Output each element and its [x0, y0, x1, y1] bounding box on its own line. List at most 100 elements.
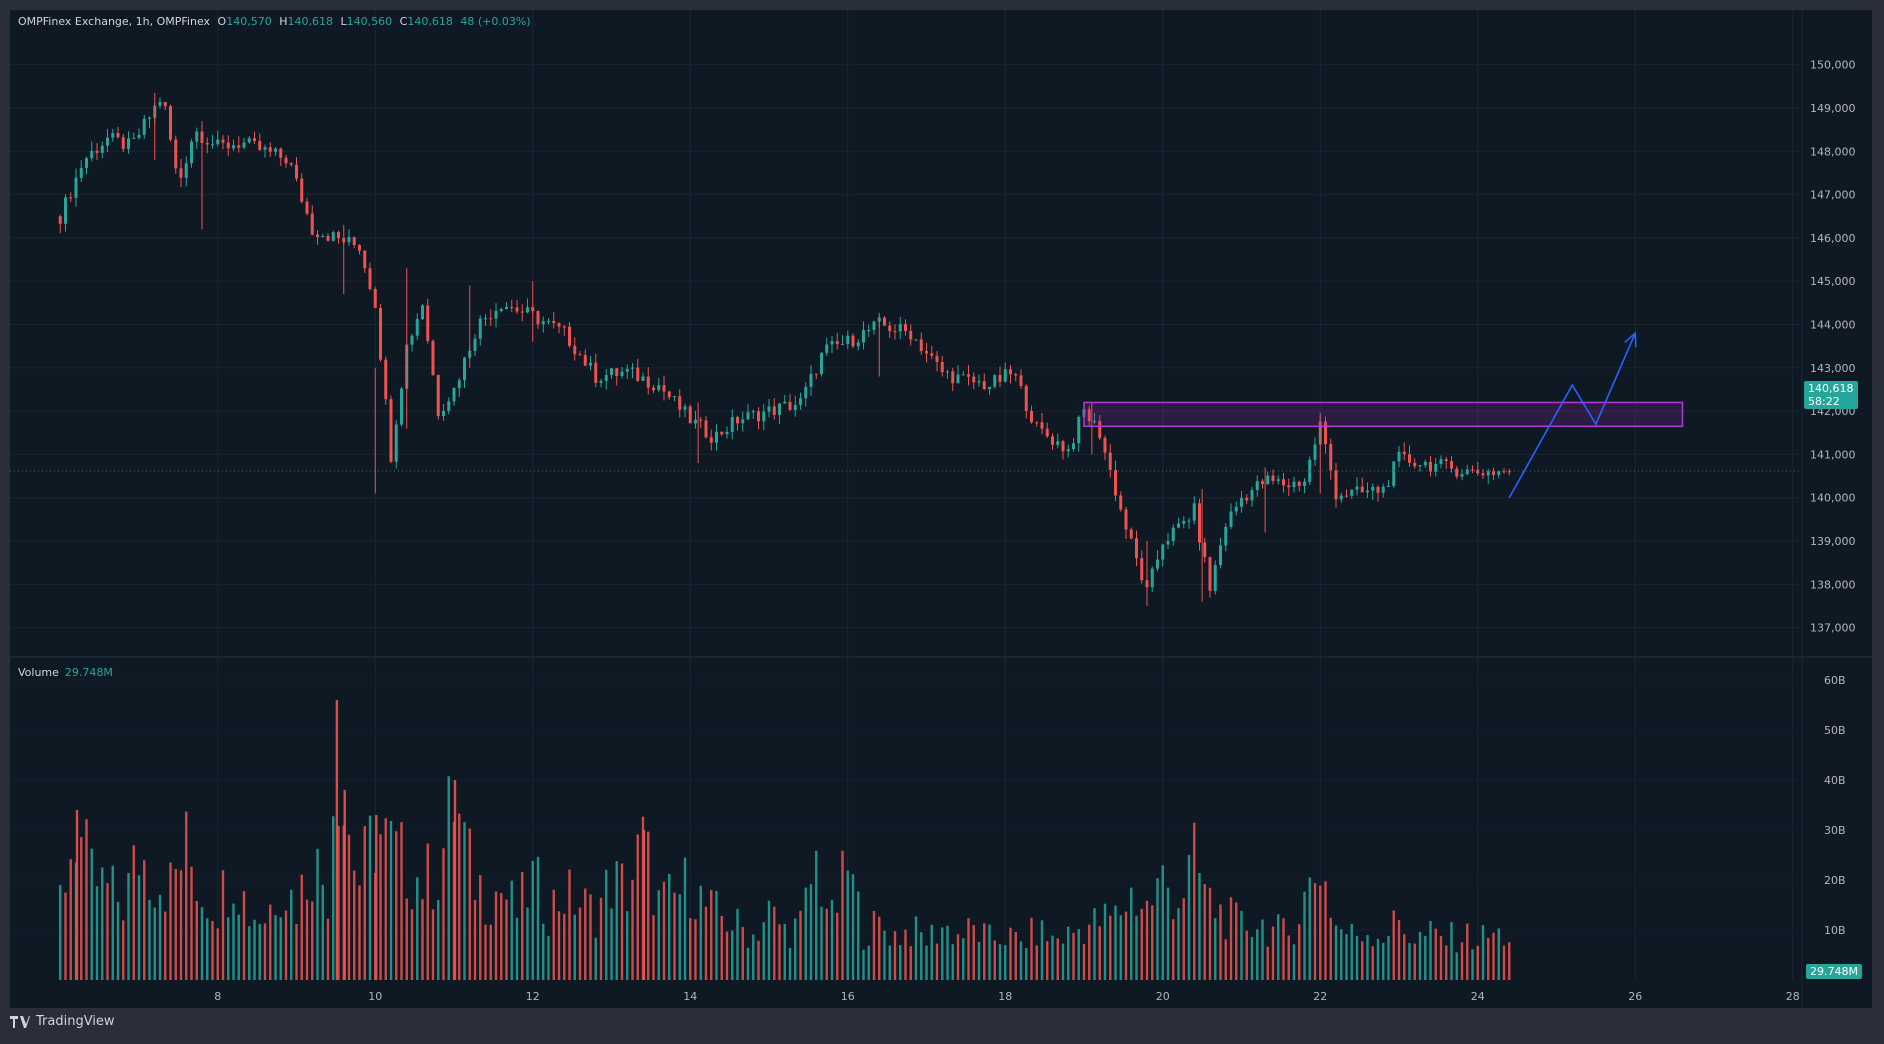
candle-body	[820, 352, 823, 375]
volume-bar	[1345, 934, 1348, 980]
candle-body	[1119, 495, 1123, 510]
volume-bar	[568, 869, 571, 980]
volume-bar	[279, 917, 282, 980]
candle-body	[1507, 471, 1511, 473]
volume-bar	[689, 918, 692, 980]
candle-body	[615, 368, 619, 376]
candle-body	[972, 376, 976, 383]
volume-bar	[405, 898, 408, 980]
volume-bar	[1298, 924, 1301, 980]
candle-body	[1497, 471, 1501, 476]
candle-body	[715, 431, 718, 443]
candle-body	[253, 138, 256, 142]
volume-bar	[1319, 885, 1322, 980]
candle-body	[205, 142, 209, 145]
candle-body	[919, 339, 923, 352]
volume-bar	[1077, 929, 1080, 980]
volume-bar	[1166, 887, 1170, 980]
candle-body	[1140, 558, 1144, 581]
candle-body	[1208, 557, 1212, 591]
candle-body	[1187, 520, 1191, 522]
candle-body	[127, 138, 130, 149]
volume-bar	[914, 916, 918, 980]
volume-bar	[69, 859, 72, 980]
volume-spike	[335, 700, 339, 980]
candle-body	[841, 344, 844, 346]
candle-body	[142, 118, 146, 135]
candle-body	[909, 330, 913, 340]
candle-body	[247, 138, 251, 143]
volume-bar	[1061, 943, 1065, 980]
volume-bar	[799, 910, 802, 980]
candle-body	[389, 399, 393, 462]
price-tick-label: 145,000	[1810, 275, 1856, 288]
candle-body	[856, 342, 860, 347]
volume-bar	[1429, 921, 1432, 980]
volume-bar	[1224, 939, 1227, 980]
candle-body	[778, 403, 781, 416]
candle-body	[1439, 459, 1443, 464]
brand-label[interactable]: TradingView	[36, 1014, 115, 1029]
candle-body	[631, 367, 634, 369]
volume-bar	[794, 918, 797, 980]
symbol-legend: OMPFinex Exchange, 1h, OMPFinex O140,570…	[18, 15, 531, 28]
candle-body	[1387, 485, 1390, 487]
candle-body	[641, 376, 645, 381]
candle-body	[804, 386, 808, 399]
candle-body	[1229, 511, 1233, 527]
volume-bar	[599, 897, 603, 980]
volume-bar	[1266, 946, 1269, 980]
candle-body	[1276, 479, 1280, 481]
volume-bar	[274, 915, 277, 980]
candle-body	[184, 163, 188, 178]
candle-body	[925, 351, 928, 354]
volume-bar	[1161, 865, 1164, 980]
candle-body	[447, 401, 451, 412]
volume-bar	[437, 900, 440, 980]
candle-body	[967, 374, 970, 377]
volume-bar	[1492, 932, 1495, 980]
candle-body	[190, 141, 193, 164]
volume-bar	[1151, 905, 1154, 980]
volume-bar	[552, 889, 555, 980]
volume-bar	[358, 885, 361, 980]
candle-body	[1429, 461, 1432, 472]
candle-body	[289, 163, 293, 165]
volume-bar	[1009, 927, 1012, 980]
volume-bar	[1135, 915, 1138, 980]
price-chart[interactable]: 150,000 149,000 148,000 147,000 146,000 145,0…	[10, 10, 1872, 1008]
candle-body	[646, 376, 650, 388]
tradingview-logo-icon[interactable]	[10, 1015, 30, 1028]
volume-bar	[458, 813, 461, 980]
volume-bar	[1208, 887, 1212, 980]
symbol-title[interactable]: OMPFinex Exchange, 1h, OMPFinex	[18, 15, 211, 28]
candle-body	[1376, 487, 1380, 493]
candle-body	[846, 335, 850, 345]
candle-body	[699, 419, 703, 421]
volume-bar	[615, 861, 618, 980]
volume-bar	[515, 917, 519, 980]
volume-bar	[668, 873, 671, 980]
candle-body	[667, 391, 671, 398]
candle-body	[1360, 486, 1364, 493]
volume-label[interactable]: Volume	[18, 666, 59, 679]
volume-bar	[830, 899, 834, 980]
candle-body	[851, 335, 855, 347]
volume-bar	[347, 834, 351, 980]
candle-body	[1324, 421, 1327, 445]
volume-bar	[1434, 928, 1437, 980]
candle-body	[1093, 421, 1096, 423]
candle-body	[1371, 487, 1375, 491]
volume-bar	[1466, 923, 1469, 980]
candle-body	[232, 145, 235, 149]
volume-bar	[1329, 917, 1332, 980]
volume-bar	[1040, 920, 1044, 980]
volume-bar	[1287, 935, 1290, 980]
volume-bar	[1361, 941, 1364, 980]
volume-bar	[242, 891, 246, 980]
chart-frame[interactable]: 150,000 149,000 148,000 147,000 146,000 145,0…	[10, 10, 1872, 1008]
volume-bar	[731, 930, 734, 980]
volume-bar	[431, 909, 435, 980]
volume-bar	[1072, 932, 1075, 980]
candle-body	[541, 321, 545, 325]
